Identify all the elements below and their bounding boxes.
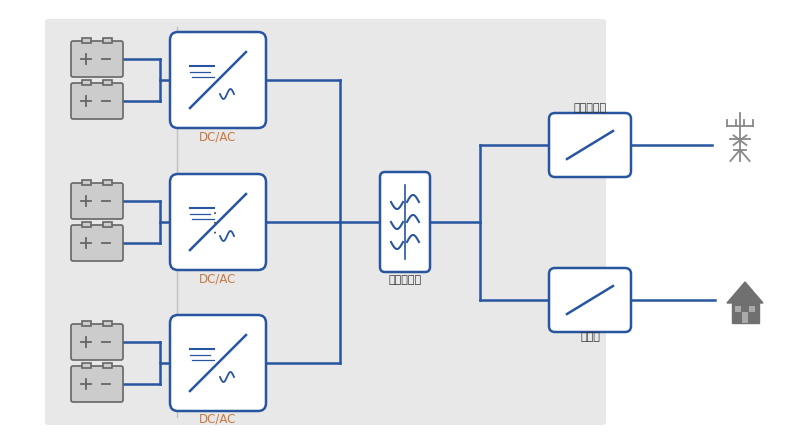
- Bar: [82, 38, 91, 43]
- Bar: [82, 180, 91, 185]
- Text: 断路器: 断路器: [580, 332, 600, 342]
- Bar: [82, 80, 91, 85]
- Text: · · ·: · · ·: [211, 209, 225, 234]
- Bar: [103, 321, 112, 326]
- Bar: [742, 312, 749, 323]
- FancyBboxPatch shape: [71, 83, 123, 119]
- Bar: [103, 363, 112, 368]
- FancyBboxPatch shape: [380, 172, 430, 272]
- Bar: [82, 363, 91, 368]
- Text: 电网控制器: 电网控制器: [573, 103, 607, 113]
- Text: 隔离变压器: 隔离变压器: [388, 275, 422, 285]
- Text: DC/AC: DC/AC: [200, 272, 237, 285]
- FancyBboxPatch shape: [71, 366, 123, 402]
- FancyBboxPatch shape: [71, 225, 123, 261]
- FancyBboxPatch shape: [170, 32, 266, 128]
- Bar: [736, 306, 741, 312]
- Text: DC/AC: DC/AC: [200, 413, 237, 426]
- Bar: [103, 180, 112, 185]
- Bar: [749, 306, 754, 312]
- FancyBboxPatch shape: [170, 174, 266, 270]
- Bar: [82, 222, 91, 227]
- Polygon shape: [732, 303, 758, 323]
- Bar: [103, 38, 112, 43]
- FancyBboxPatch shape: [71, 41, 123, 77]
- FancyBboxPatch shape: [71, 183, 123, 219]
- FancyBboxPatch shape: [45, 19, 606, 425]
- Bar: [82, 321, 91, 326]
- FancyBboxPatch shape: [549, 113, 631, 177]
- FancyBboxPatch shape: [71, 324, 123, 360]
- Text: DC/AC: DC/AC: [200, 130, 237, 143]
- FancyBboxPatch shape: [170, 315, 266, 411]
- FancyBboxPatch shape: [549, 268, 631, 332]
- Polygon shape: [727, 282, 763, 303]
- Bar: [103, 222, 112, 227]
- Bar: [103, 80, 112, 85]
